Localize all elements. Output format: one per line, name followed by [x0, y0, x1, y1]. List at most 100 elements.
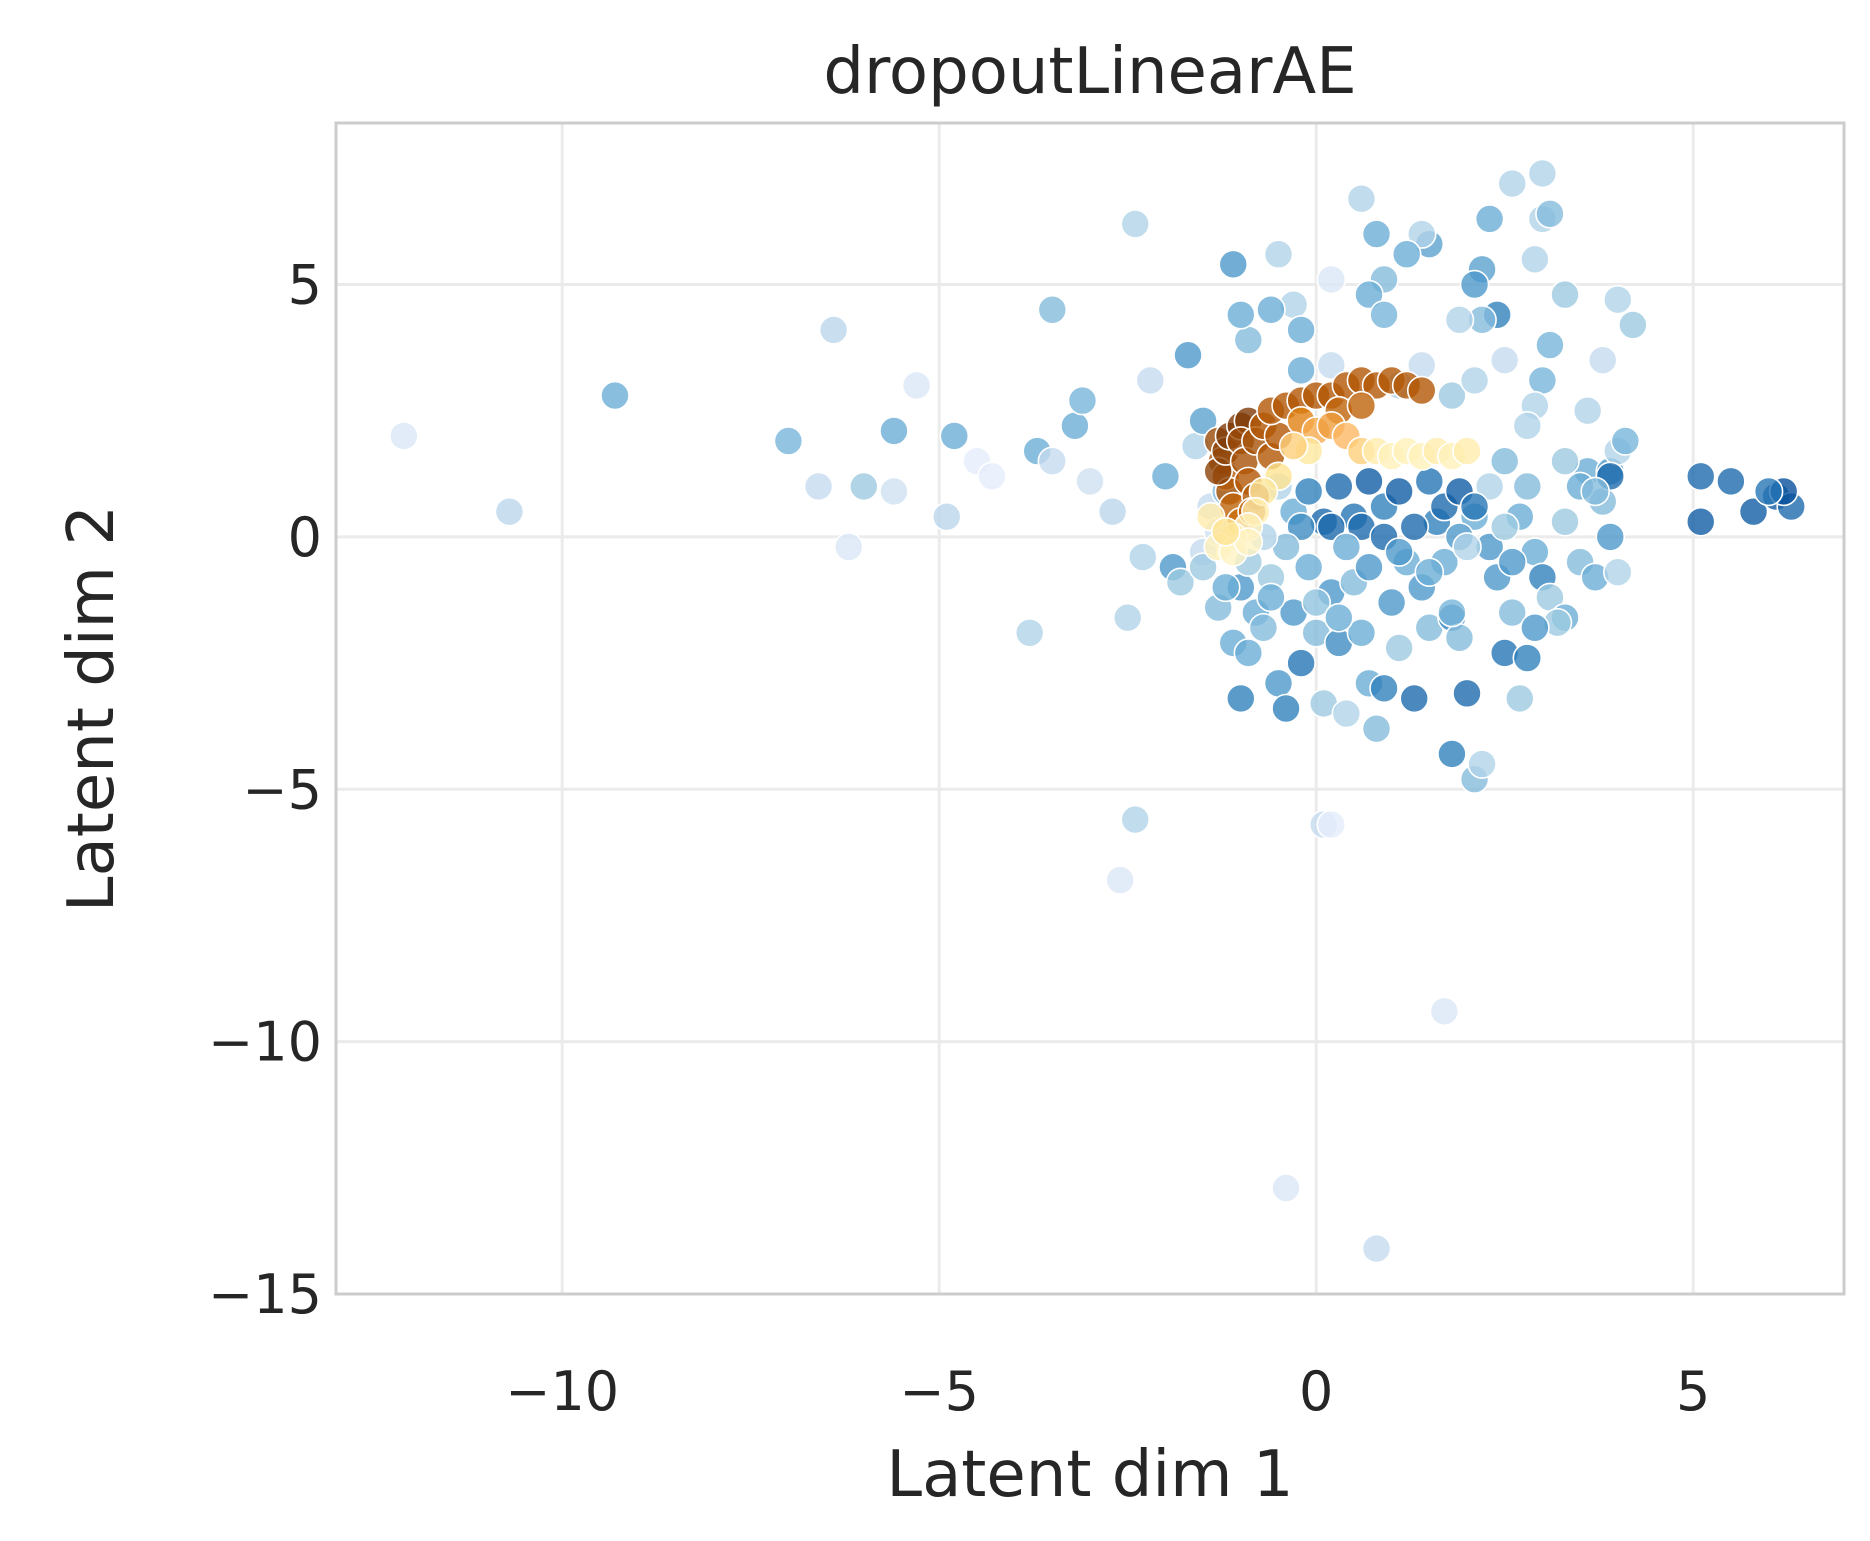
scatter-point [1316, 264, 1347, 295]
scatter-point [833, 532, 864, 562]
scatter-point [1226, 683, 1256, 714]
x-tick-label: 0 [1299, 1360, 1333, 1423]
scatter-point [1610, 426, 1641, 456]
scatter-point [1112, 602, 1143, 633]
scatter-point [1406, 375, 1437, 406]
scatter-point [1271, 693, 1301, 724]
scatter-point [494, 496, 525, 527]
scatter-point [1263, 239, 1294, 270]
scatter-point [1188, 405, 1218, 436]
scatter-point [1580, 476, 1610, 507]
scatter-point [977, 461, 1007, 492]
scatter-point [1135, 365, 1166, 396]
scatter-point [1120, 804, 1151, 835]
scatter-point [1256, 582, 1286, 613]
scatter-point [1324, 602, 1354, 633]
y-tick-label: −5 [242, 758, 322, 821]
scatter-point [1452, 436, 1482, 466]
scatter-point [1316, 809, 1347, 840]
scatter-point [1210, 517, 1241, 547]
scatter-point [1406, 219, 1437, 249]
scatter-point [1067, 385, 1098, 416]
scatter-point [1233, 638, 1264, 668]
scatter-point [1173, 340, 1203, 370]
scatter-point [1550, 506, 1580, 537]
scatter-point [1369, 673, 1399, 704]
scatter-point [1233, 325, 1264, 355]
scatter-point [1188, 552, 1218, 582]
scatter-point [773, 426, 804, 456]
scatter-point [1572, 395, 1603, 426]
scatter-point [1512, 411, 1543, 441]
scatter-point [1060, 411, 1090, 441]
scatter-point [1331, 698, 1362, 729]
scatter-point [879, 416, 909, 446]
scatter-point [1324, 471, 1354, 502]
scatter-point [1384, 476, 1414, 507]
scatter-point [1286, 355, 1316, 386]
scatter-point [1595, 522, 1626, 552]
scatter-point [1301, 587, 1331, 618]
scatter-point [1444, 623, 1475, 653]
scatter-point [1414, 466, 1445, 497]
scatter-point [1467, 749, 1497, 779]
y-tick-label: −10 [208, 1011, 322, 1074]
scatter-point [1489, 345, 1520, 376]
scatter-point [1459, 365, 1490, 396]
scatter-point [1414, 557, 1445, 588]
scatter-point [1376, 587, 1407, 618]
scatter-point [1210, 572, 1241, 603]
scatter-point [1489, 446, 1520, 476]
scatter-point [879, 476, 909, 507]
scatter-point [1459, 269, 1490, 300]
scatter-point [1497, 597, 1528, 628]
scatter-point [1452, 532, 1482, 562]
scatter-point [1165, 567, 1196, 598]
scatter-point [931, 501, 962, 532]
plot-frame [334, 121, 1846, 1296]
scatter-point [1520, 612, 1550, 643]
scatter-point [1444, 305, 1475, 335]
scatter-point [1437, 380, 1467, 411]
scatter-point [1685, 506, 1716, 537]
scatter-point [1437, 739, 1467, 769]
y-axis-title: Latent dim 2 [55, 505, 129, 912]
scatter-point [1685, 461, 1716, 492]
scatter-point [1738, 496, 1769, 527]
scatter-point [1037, 446, 1068, 476]
scatter-point [1014, 617, 1045, 648]
scatter-point [1384, 633, 1414, 663]
scatter-point [389, 421, 419, 451]
scatter-point [1361, 713, 1392, 744]
scatter-point [1256, 294, 1286, 325]
scatter-point [1527, 365, 1558, 396]
scatter-point [1753, 476, 1784, 507]
scatter-point [1452, 678, 1482, 709]
scatter-point [1316, 511, 1347, 542]
scatter-point [1618, 310, 1648, 340]
scatter-point [1218, 249, 1249, 280]
scatter-point [1716, 466, 1746, 497]
scatter-point [1429, 996, 1460, 1027]
scatter-point [1437, 597, 1467, 628]
scatter-point [1286, 315, 1316, 345]
scatter-point [848, 471, 879, 502]
scatter-point [1497, 168, 1528, 199]
scatter-point [1587, 345, 1618, 376]
scatter-point [1286, 648, 1316, 678]
scatter-point [1527, 158, 1558, 189]
scatter-point [1286, 511, 1316, 542]
scatter-point [1346, 390, 1377, 421]
chart-title: dropoutLinearAE [823, 35, 1356, 109]
scatter-point [939, 421, 970, 451]
scatter-point [1075, 466, 1105, 497]
scatter-point [1474, 204, 1505, 234]
scatter-point [1535, 330, 1565, 360]
scatter-point [1603, 284, 1633, 315]
scatter-point [1120, 209, 1151, 239]
scatter-point [1097, 496, 1128, 527]
y-tick-label: −15 [208, 1263, 322, 1326]
scatter-point [803, 471, 834, 502]
scatter-point [1037, 294, 1068, 325]
